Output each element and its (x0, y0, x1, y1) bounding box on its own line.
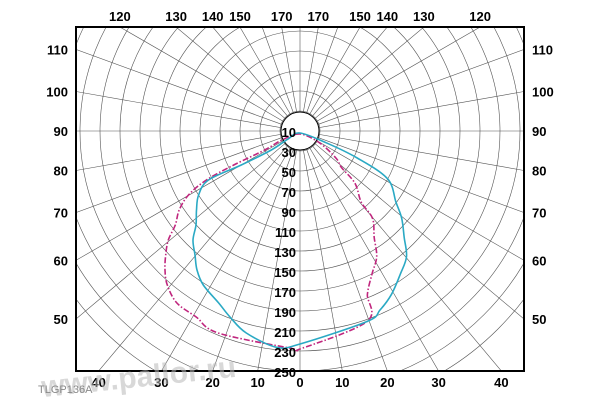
svg-text:170: 170 (271, 9, 293, 24)
svg-text:130: 130 (274, 245, 296, 260)
svg-text:60: 60 (54, 253, 68, 268)
svg-text:90: 90 (282, 205, 296, 220)
svg-text:140: 140 (376, 9, 398, 24)
svg-text:0: 0 (296, 375, 303, 390)
svg-text:10: 10 (250, 375, 264, 390)
svg-text:80: 80 (532, 164, 546, 179)
svg-text:70: 70 (282, 185, 296, 200)
svg-text:190: 190 (274, 305, 296, 320)
svg-text:110: 110 (532, 43, 553, 58)
svg-text:210: 210 (274, 325, 296, 340)
svg-text:110: 110 (275, 225, 296, 240)
svg-text:30: 30 (282, 145, 296, 160)
svg-text:50: 50 (282, 165, 296, 180)
svg-text:40: 40 (494, 375, 508, 390)
svg-text:TLGP136A: TLGP136A (38, 384, 93, 396)
svg-text:30: 30 (431, 375, 445, 390)
svg-text:80: 80 (54, 164, 68, 179)
svg-text:10: 10 (282, 125, 296, 140)
svg-text:10: 10 (335, 375, 349, 390)
svg-text:90: 90 (532, 124, 546, 139)
svg-text:130: 130 (413, 9, 435, 24)
svg-text:50: 50 (532, 312, 546, 327)
svg-text:120: 120 (109, 9, 131, 24)
svg-text:140: 140 (202, 9, 224, 24)
svg-text:130: 130 (165, 9, 187, 24)
svg-text:100: 100 (532, 85, 554, 100)
svg-text:60: 60 (532, 253, 546, 268)
svg-text:100: 100 (46, 85, 68, 100)
svg-text:70: 70 (54, 206, 68, 221)
svg-text:110: 110 (47, 43, 68, 58)
svg-text:90: 90 (54, 124, 68, 139)
svg-text:230: 230 (274, 345, 296, 360)
svg-text:170: 170 (307, 9, 329, 24)
svg-text:150: 150 (229, 9, 251, 24)
svg-text:20: 20 (380, 375, 394, 390)
svg-text:150: 150 (274, 265, 296, 280)
svg-text:150: 150 (349, 9, 371, 24)
svg-text:120: 120 (469, 9, 491, 24)
svg-text:50: 50 (54, 312, 68, 327)
svg-text:70: 70 (532, 206, 546, 221)
svg-text:250: 250 (274, 365, 296, 380)
svg-text:170: 170 (274, 285, 296, 300)
